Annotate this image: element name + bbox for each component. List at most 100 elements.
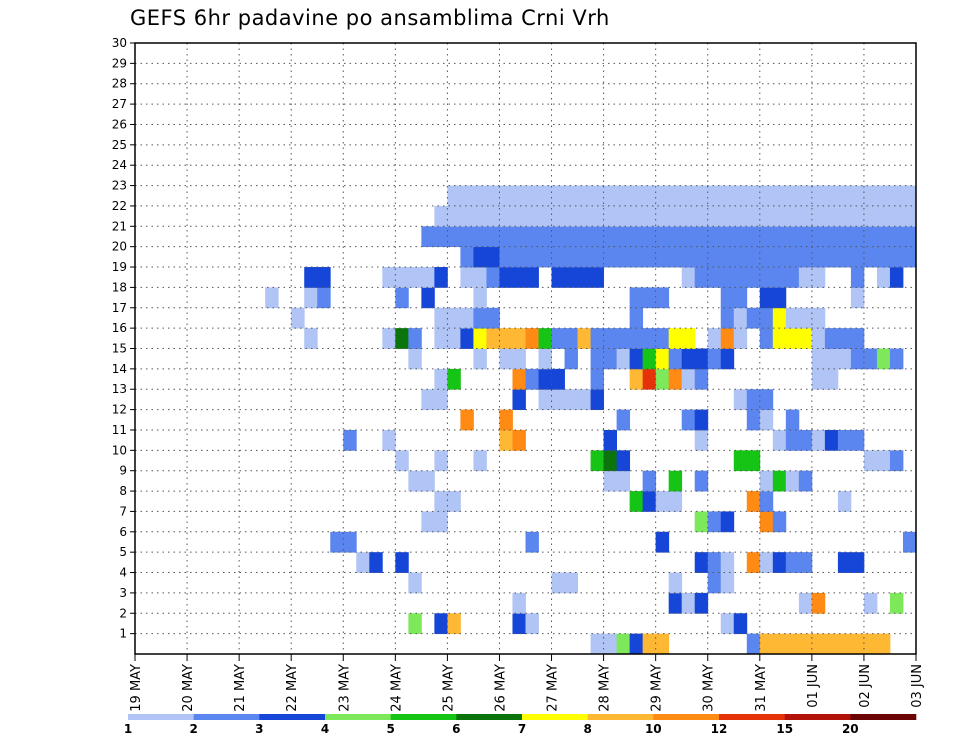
- heatmap-cell: [837, 205, 852, 227]
- heatmap-cell: [876, 226, 891, 248]
- heatmap-cell: [642, 470, 657, 492]
- x-tick-label: 23 MAY: [337, 664, 352, 712]
- heatmap-cell: [798, 185, 813, 207]
- heatmap-cell: [759, 409, 774, 431]
- heatmap-cell: [343, 531, 357, 553]
- heatmap-cell: [642, 491, 657, 512]
- heatmap-cell: [382, 429, 396, 451]
- x-tick-label: 19 MAY: [129, 664, 144, 712]
- heatmap-cell: [642, 185, 657, 207]
- heatmap-cell: [785, 267, 800, 288]
- heatmap-cell: [460, 409, 474, 431]
- heatmap-cell: [876, 205, 891, 227]
- heatmap-cell: [785, 328, 800, 349]
- heatmap-cell: [824, 633, 839, 655]
- heatmap-cell: [616, 185, 631, 207]
- heatmap-cell: [746, 246, 761, 268]
- heatmap-cell: [460, 185, 474, 207]
- heatmap-cell: [525, 368, 539, 390]
- y-tick-label: 6: [119, 525, 127, 539]
- heatmap-cell: [447, 226, 461, 248]
- heatmap-cell: [525, 246, 539, 268]
- heatmap-cell: [707, 205, 722, 227]
- y-tick-label: 17: [112, 301, 127, 315]
- heatmap-cell: [798, 226, 813, 248]
- heatmap-cell: [551, 368, 565, 390]
- colorbar-swatch: [784, 714, 851, 720]
- heatmap-cell: [733, 287, 748, 309]
- heatmap-cell: [694, 267, 709, 288]
- y-tick-label: 5: [119, 545, 127, 559]
- heatmap-cell: [382, 328, 396, 349]
- heatmap-cell: [785, 226, 800, 248]
- heatmap-cell: [499, 267, 513, 288]
- heatmap-cell: [629, 368, 644, 390]
- heatmap-cell: [629, 287, 644, 309]
- heatmap-cell: [395, 450, 409, 472]
- y-tick-label: 3: [119, 586, 127, 600]
- heatmap-cell: [720, 348, 735, 370]
- heatmap-cell: [447, 491, 461, 512]
- x-tick-label: 03 JUN: [910, 664, 925, 708]
- colorbar-label: 15: [776, 722, 793, 736]
- colorbar-swatch: [193, 714, 260, 720]
- y-tick-label: 26: [112, 117, 127, 131]
- colorbar-swatch: [456, 714, 523, 720]
- heatmap-cell: [499, 429, 513, 451]
- heatmap-cell: [733, 226, 748, 248]
- heatmap-cell: [642, 226, 657, 248]
- x-tick-label: 02 JUN: [858, 664, 873, 708]
- heatmap-cell: [525, 613, 539, 635]
- heatmap-cell: [681, 409, 696, 431]
- heatmap-cell: [512, 592, 526, 614]
- heatmap-cell: [434, 267, 448, 288]
- heatmap-cell: [512, 267, 526, 288]
- heatmap-cell: [798, 429, 813, 451]
- heatmap-cell: [733, 613, 748, 635]
- heatmap-cell: [603, 429, 618, 451]
- heatmap-cell: [538, 368, 552, 390]
- heatmap-cell: [720, 613, 735, 635]
- colorbar-swatch: [587, 714, 654, 720]
- heatmap-cell: [746, 185, 761, 207]
- heatmap-cell: [772, 470, 787, 492]
- heatmap-cell: [317, 287, 331, 309]
- heatmap-cell: [785, 205, 800, 227]
- colorbar-swatch: [719, 714, 785, 720]
- heatmap-cell: [304, 287, 318, 309]
- heatmap-cell: [473, 185, 487, 207]
- heatmap-cell: [746, 389, 761, 410]
- heatmap-cell: [837, 185, 852, 207]
- heatmap-cell: [902, 246, 917, 268]
- heatmap-cell: [733, 267, 748, 288]
- heatmap-cell: [863, 246, 878, 268]
- heatmap-cell: [590, 246, 604, 268]
- heatmap-cell: [785, 307, 800, 329]
- heatmap-cell: [889, 185, 904, 207]
- heatmap-cell: [863, 226, 878, 248]
- heatmap-cell: [486, 226, 500, 248]
- heatmap-cell: [603, 328, 618, 349]
- heatmap-cell: [876, 185, 891, 207]
- heatmap-cell: [707, 328, 722, 349]
- heatmap-cell: [408, 572, 422, 594]
- heatmap-cell: [889, 267, 904, 288]
- heatmap-cell: [590, 348, 604, 370]
- heatmap-cell: [486, 328, 500, 349]
- heatmap-cell: [811, 226, 826, 248]
- heatmap-cell: [707, 511, 722, 533]
- heatmap-cell: [616, 328, 631, 349]
- heatmap-cell: [564, 572, 578, 594]
- heatmap-cell: [408, 348, 422, 370]
- heatmap-cell: [694, 348, 709, 370]
- heatmap-cell: [538, 185, 552, 207]
- heatmap-cell: [551, 185, 565, 207]
- y-tick-label: 4: [119, 566, 127, 580]
- heatmap-cell: [694, 552, 709, 573]
- heatmap-cell: [434, 613, 448, 635]
- heatmap-cell: [460, 267, 474, 288]
- heatmap-cell: [291, 307, 305, 329]
- heatmap-cell: [707, 572, 722, 594]
- heatmap-cell: [707, 246, 722, 268]
